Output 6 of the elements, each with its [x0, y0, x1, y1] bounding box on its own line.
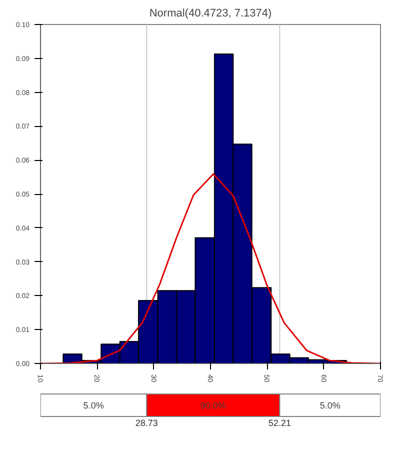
chart-title: Normal(40.4723, 7.1374) [149, 8, 272, 20]
text: 5.0% [320, 400, 340, 410]
text: 52.21 [268, 418, 291, 428]
text: 28.73 [135, 418, 158, 428]
text: 90.0% [200, 400, 226, 410]
text: 5.0% [83, 400, 104, 410]
